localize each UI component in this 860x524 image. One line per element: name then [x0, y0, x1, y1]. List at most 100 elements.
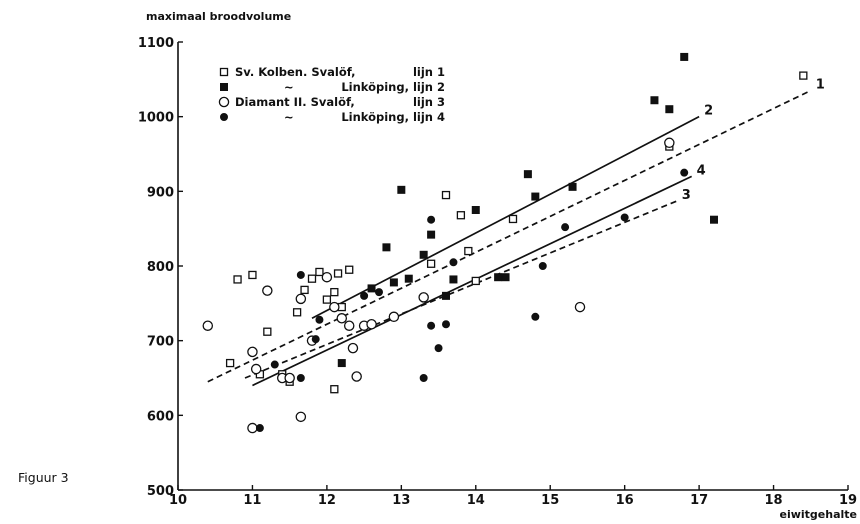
data-point-filled-circle: [434, 344, 443, 353]
y-tick-label: 500: [147, 484, 174, 499]
data-point-open-square: [345, 265, 354, 274]
data-point-filled-square: [471, 206, 480, 214]
data-point-filled-square: [710, 215, 718, 224]
data-point-open-circle: [418, 292, 429, 303]
data-point-open-square: [471, 276, 480, 286]
data-point-filled-circle: [255, 424, 264, 433]
line-label-1: 1: [816, 78, 825, 93]
data-point-filled-circle: [442, 320, 450, 329]
legend-marker-filled-square: [220, 83, 228, 91]
data-point-open-square: [330, 385, 339, 394]
data-point-filled-circle: [311, 335, 320, 344]
data-point-filled-square: [531, 192, 540, 201]
axes: 10 11 12 13 14 15 16 17 18 1950060070080090010001…: [138, 36, 857, 508]
x-tick-label: 14: [467, 493, 485, 508]
data-point-open-circle: [329, 301, 340, 313]
data-point-open-circle: [250, 363, 262, 375]
data-point-filled-square: [680, 52, 689, 61]
data-point-filled-square: [442, 291, 450, 300]
data-point-filled-circle: [360, 291, 369, 300]
data-point-filled-circle: [296, 270, 305, 279]
x-tick-label: 17: [690, 493, 708, 508]
data-point-open-square: [233, 275, 242, 284]
data-point-open-circle: [295, 411, 307, 423]
x-tick-label: 18: [765, 493, 783, 508]
data-point-open-circle: [321, 271, 333, 283]
x-tick-label: 10: [169, 493, 187, 508]
y-tick-label: 600: [147, 409, 174, 424]
figure-caption: Figuur 3: [18, 470, 69, 485]
regression-line-2: [311, 115, 700, 320]
data-point-filled-circle: [315, 315, 324, 324]
data-point-open-square: [292, 308, 302, 317]
data-point-filled-circle: [561, 223, 570, 232]
data-point-open-square: [441, 190, 451, 200]
data-point-open-square: [315, 267, 324, 277]
legend: Sv. Kolben. Svalöf, lijn 1 ~ Linköping, lij…: [218, 65, 445, 124]
y-tick-label: 1000: [138, 111, 174, 126]
x-tick-label: 16: [616, 493, 634, 508]
x-axis-title: eiwitgehalte: [780, 508, 858, 521]
x-tick-label: 12: [318, 493, 336, 508]
y-tick-label: 800: [147, 260, 174, 275]
data-point-open-square: [333, 269, 343, 278]
data-point-filled-circle: [680, 168, 689, 177]
legend-marker-open-circle: [218, 96, 230, 108]
legend-line: lijn 3: [413, 95, 445, 109]
data-point-filled-circle: [531, 312, 540, 321]
data-point-filled-square: [367, 284, 376, 293]
data-point-filled-square: [523, 170, 532, 179]
data-point-open-circle: [262, 285, 273, 296]
x-tick-label: 19: [839, 493, 857, 508]
data-point-open-square: [307, 274, 317, 283]
data-point-open-square: [426, 259, 436, 268]
data-point-filled-square: [419, 250, 428, 259]
legend-variety: ~: [284, 110, 294, 124]
data-point-filled-circle: [427, 215, 436, 224]
data-point-filled-square: [404, 274, 413, 283]
data-point-open-circle: [295, 293, 307, 305]
data-point-open-circle: [351, 371, 362, 382]
data-point-filled-square: [568, 182, 577, 191]
line-label-4: 4: [697, 163, 706, 178]
data-point-open-square: [464, 246, 473, 256]
data-point-open-circle: [247, 422, 258, 434]
data-point-open-square: [225, 358, 235, 368]
data-point-filled-square: [389, 278, 398, 287]
legend-variety: Sv. Kolben. Svalöf,: [235, 65, 355, 79]
y-axis-title: maximaal broodvolume: [146, 10, 291, 23]
data-point-open-circle: [347, 342, 359, 354]
data-point-filled-square: [501, 273, 510, 282]
data-point-filled-circle: [296, 374, 305, 382]
line-label-3: 3: [682, 188, 691, 203]
regression-lines: 1 2 34: [207, 78, 825, 387]
legend-variety: Diamant II. Svalöf,: [235, 95, 355, 109]
data-point-open-square: [263, 327, 272, 336]
legend-marker-filled-circle: [220, 113, 228, 121]
data-point-filled-circle: [620, 213, 629, 222]
data-point-filled-circle: [538, 262, 547, 270]
data-point-open-square: [300, 285, 309, 295]
legend-marker-open-square: [219, 67, 229, 77]
data-point-open-circle: [366, 318, 377, 330]
data-point-open-square: [456, 211, 466, 220]
data-point-filled-square: [665, 105, 674, 114]
data-point-open-circle: [336, 313, 348, 324]
y-tick-label: 1100: [138, 36, 174, 51]
y-tick-label: 700: [147, 335, 174, 350]
data-point-open-circle: [388, 311, 400, 323]
x-tick-label: 13: [392, 493, 410, 508]
data-point-open-square: [330, 287, 339, 297]
data-point-open-circle: [574, 301, 586, 313]
data-point-open-circle: [343, 320, 355, 331]
data-point-filled-square: [650, 96, 659, 105]
regression-line-1: [207, 89, 812, 383]
data-point-open-square: [248, 270, 257, 280]
data-points: [202, 52, 808, 434]
x-tick-label: 15: [541, 493, 559, 508]
data-point-open-circle: [247, 346, 258, 358]
data-point-filled-circle: [270, 360, 279, 369]
legend-line: lijn 1: [413, 65, 445, 79]
data-point-filled-square: [382, 243, 391, 252]
